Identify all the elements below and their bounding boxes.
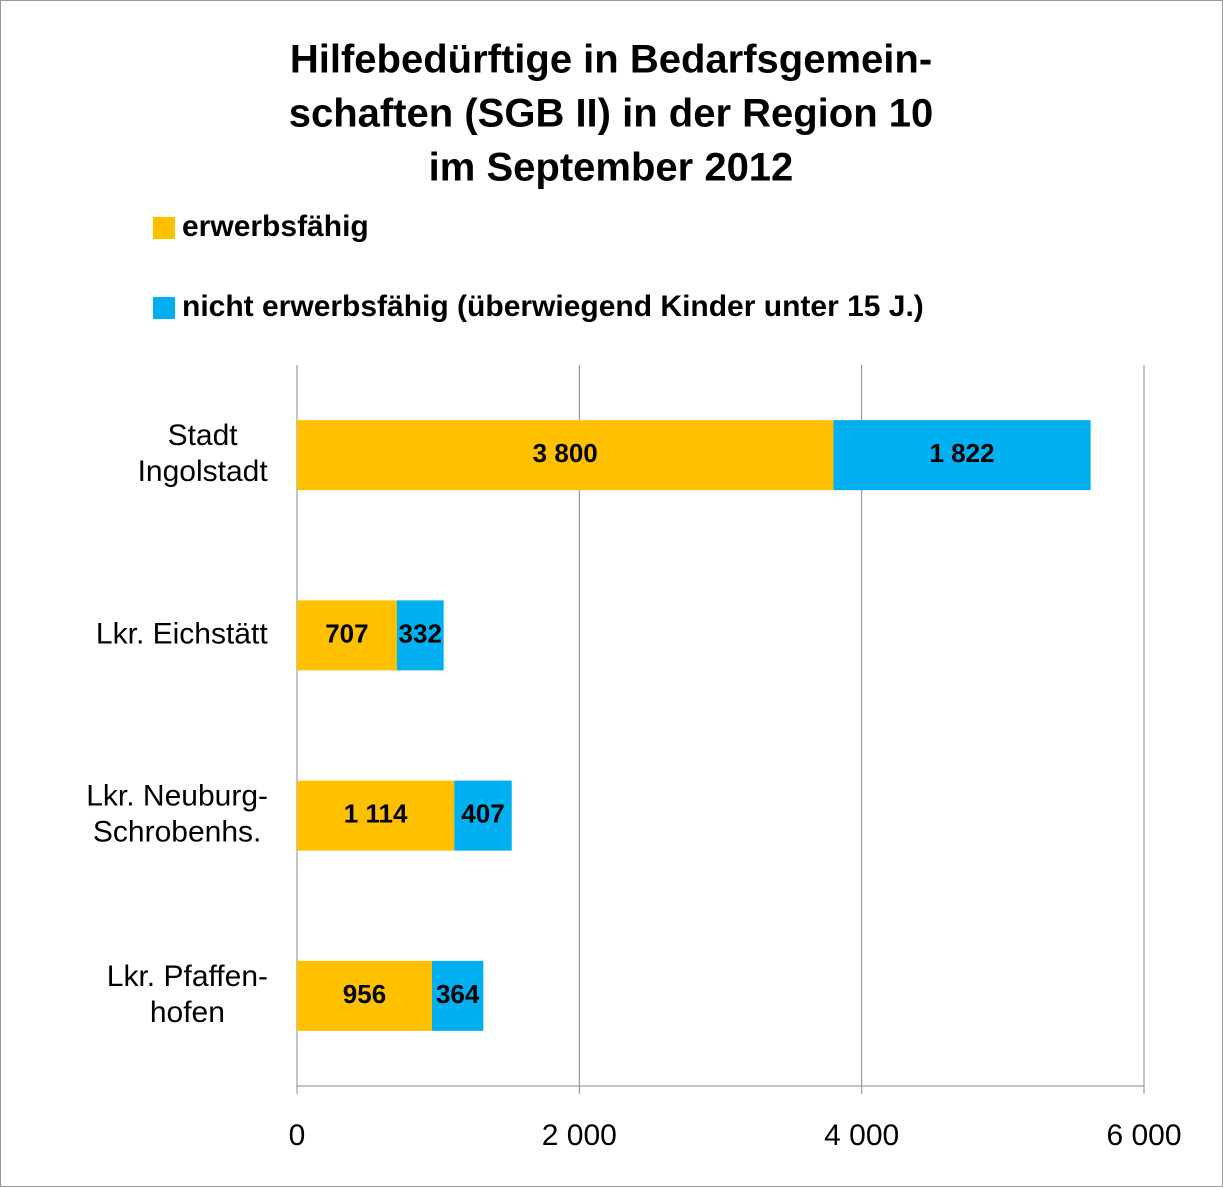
bar-segment bbox=[297, 600, 397, 671]
data-label: 3 800 bbox=[533, 438, 598, 468]
data-label: 407 bbox=[461, 799, 504, 829]
legend-swatch bbox=[153, 297, 175, 319]
chart-title: Hilfebedürftige in Bedarfsgemein- bbox=[290, 38, 932, 82]
data-label: 956 bbox=[343, 979, 386, 1009]
bar-segment bbox=[431, 960, 484, 1031]
data-label: 1 114 bbox=[344, 799, 408, 829]
legend-swatch bbox=[153, 217, 175, 239]
bar-segment bbox=[297, 960, 432, 1031]
bar-segment bbox=[396, 600, 444, 671]
data-label: 364 bbox=[436, 979, 480, 1009]
x-tick-label: 2 000 bbox=[542, 1119, 617, 1152]
data-label: 332 bbox=[399, 618, 442, 648]
data-label: 707 bbox=[325, 618, 368, 648]
bar-segment bbox=[297, 420, 834, 491]
x-tick-label: 0 bbox=[289, 1119, 306, 1152]
legend-label: nicht erwerbsfähig (überwiegend Kinder u… bbox=[182, 290, 924, 323]
y-tick-label: Stadt Ingolstadt bbox=[138, 419, 269, 488]
bar-segment bbox=[297, 780, 455, 851]
y-tick-label: Lkr. Pfaffen-hofen bbox=[107, 960, 268, 1029]
y-tick-label: Lkr. Eichstätt bbox=[96, 617, 268, 650]
chart-title: schaften (SGB II) in der Region 10 bbox=[289, 92, 934, 136]
y-tick-label: Lkr. Neuburg-Schrobenhs. bbox=[86, 780, 268, 849]
x-tick-label: 6 000 bbox=[1106, 1119, 1181, 1152]
x-tick-label: 4 000 bbox=[824, 1119, 899, 1152]
bar-segment bbox=[454, 780, 512, 851]
chart-title: im September 2012 bbox=[429, 146, 794, 190]
legend-label: erwerbsfähig bbox=[182, 210, 369, 243]
data-label: 1 822 bbox=[929, 438, 994, 468]
bar-segment bbox=[833, 420, 1091, 491]
